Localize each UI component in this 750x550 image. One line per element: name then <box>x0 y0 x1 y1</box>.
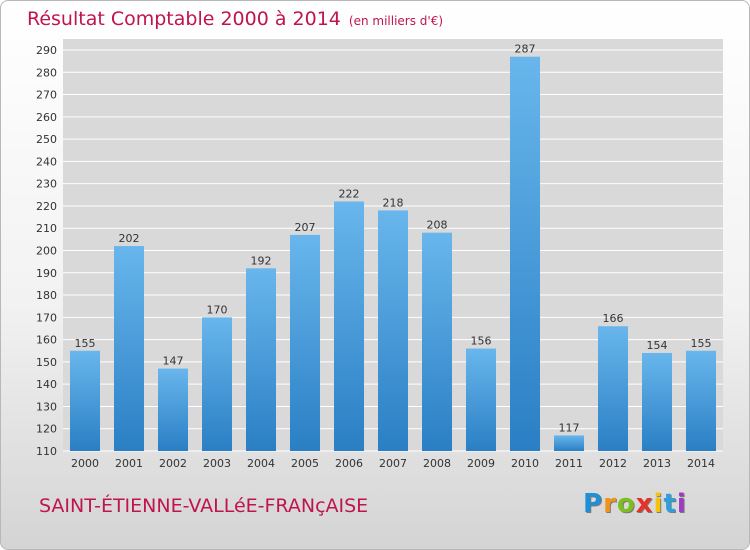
data-label: 222 <box>339 187 360 200</box>
x-tick-label: 2012 <box>599 457 627 470</box>
x-tick-label: 2010 <box>511 457 539 470</box>
logo-letter: t <box>663 489 677 519</box>
x-tick-label: 2009 <box>467 457 495 470</box>
y-tick-label: 260 <box>36 111 57 124</box>
y-tick-label: 230 <box>36 178 57 191</box>
data-label: 202 <box>119 232 140 245</box>
y-tick-label: 140 <box>36 378 57 391</box>
y-tick-label: 170 <box>36 311 57 324</box>
bar-2009 <box>466 348 496 451</box>
y-tick-label: 120 <box>36 423 57 436</box>
bar-2000 <box>70 350 100 451</box>
x-tick-label: 2002 <box>159 457 187 470</box>
data-labels: 155 202 147 170 192 207 222 218 208 156 287 117 166 1… <box>75 43 712 435</box>
bars <box>70 56 716 451</box>
x-tick-label: 2004 <box>247 457 275 470</box>
logo-letter: x <box>635 489 654 519</box>
logo-letter: P <box>583 489 604 519</box>
y-tick-label: 240 <box>36 155 57 168</box>
y-tick-label: 150 <box>36 356 57 369</box>
x-tick-label: 2011 <box>555 457 583 470</box>
data-label: 208 <box>427 219 448 232</box>
chart-title-main: Résultat Comptable 2000 à 2014 <box>27 8 341 30</box>
data-label: 156 <box>471 335 492 348</box>
logo-letter: i <box>653 489 664 519</box>
x-tick-label: 2008 <box>423 457 451 470</box>
chart-title-unit: (en milliers d'€) <box>348 14 444 28</box>
y-tick-label: 160 <box>36 334 57 347</box>
data-label: 155 <box>75 337 96 350</box>
y-axis-ticks: 110 120 130 140 150 160 170 180 190 200 210 220 230 2… <box>36 44 57 458</box>
data-label: 154 <box>647 339 668 352</box>
y-tick-label: 280 <box>36 66 57 79</box>
data-label: 287 <box>515 43 536 56</box>
bar-2010 <box>510 56 540 451</box>
data-label: 218 <box>383 196 404 209</box>
data-label: 117 <box>559 421 580 434</box>
y-tick-label: 130 <box>36 400 57 413</box>
x-tick-label: 2013 <box>643 457 671 470</box>
x-tick-label: 2006 <box>335 457 363 470</box>
x-tick-label: 2001 <box>115 457 143 470</box>
data-label: 170 <box>207 303 228 316</box>
proxiti-logo[interactable]: Proxiti <box>583 489 687 519</box>
bar-2014 <box>686 350 716 451</box>
data-label: 155 <box>691 337 712 350</box>
y-tick-label: 290 <box>36 44 57 57</box>
y-tick-label: 220 <box>36 200 57 213</box>
y-tick-label: 210 <box>36 222 57 235</box>
data-label: 166 <box>603 312 624 325</box>
y-tick-label: 110 <box>36 445 57 458</box>
bar-2013 <box>642 352 672 451</box>
y-tick-label: 250 <box>36 133 57 146</box>
bar-2006 <box>334 201 364 451</box>
bar-2003 <box>202 317 232 451</box>
x-tick-label: 2005 <box>291 457 319 470</box>
data-label: 147 <box>163 355 184 368</box>
data-label: 192 <box>251 254 272 267</box>
x-tick-label: 2014 <box>687 457 715 470</box>
y-tick-label: 270 <box>36 89 57 102</box>
bar-2007 <box>378 210 408 451</box>
x-tick-label: 2003 <box>203 457 231 470</box>
y-tick-label: 200 <box>36 245 57 258</box>
bar-2004 <box>246 268 276 451</box>
bar-2005 <box>290 234 320 451</box>
y-tick-label: 180 <box>36 289 57 302</box>
chart-title: Résultat Comptable 2000 à 2014 (en millie… <box>27 8 443 30</box>
bar-2012 <box>598 326 628 451</box>
bar-2001 <box>114 246 144 451</box>
x-tick-label: 2000 <box>71 457 99 470</box>
bar-2002 <box>158 368 188 451</box>
logo-letter: r <box>603 489 617 519</box>
x-tick-label: 2007 <box>379 457 407 470</box>
data-label: 207 <box>295 221 316 234</box>
bar-2008 <box>422 232 452 451</box>
logo-letter: o <box>616 489 636 519</box>
commune-name: SAINT-ÉTIENNE-VALLéE-FRANçAISE <box>39 495 369 517</box>
bar-2011 <box>554 435 584 451</box>
logo-letter: i <box>676 489 687 519</box>
y-tick-label: 190 <box>36 267 57 280</box>
x-axis-ticks: 2000 2001 2002 2003 2004 2005 2006 2007 2008 2009… <box>71 457 715 470</box>
